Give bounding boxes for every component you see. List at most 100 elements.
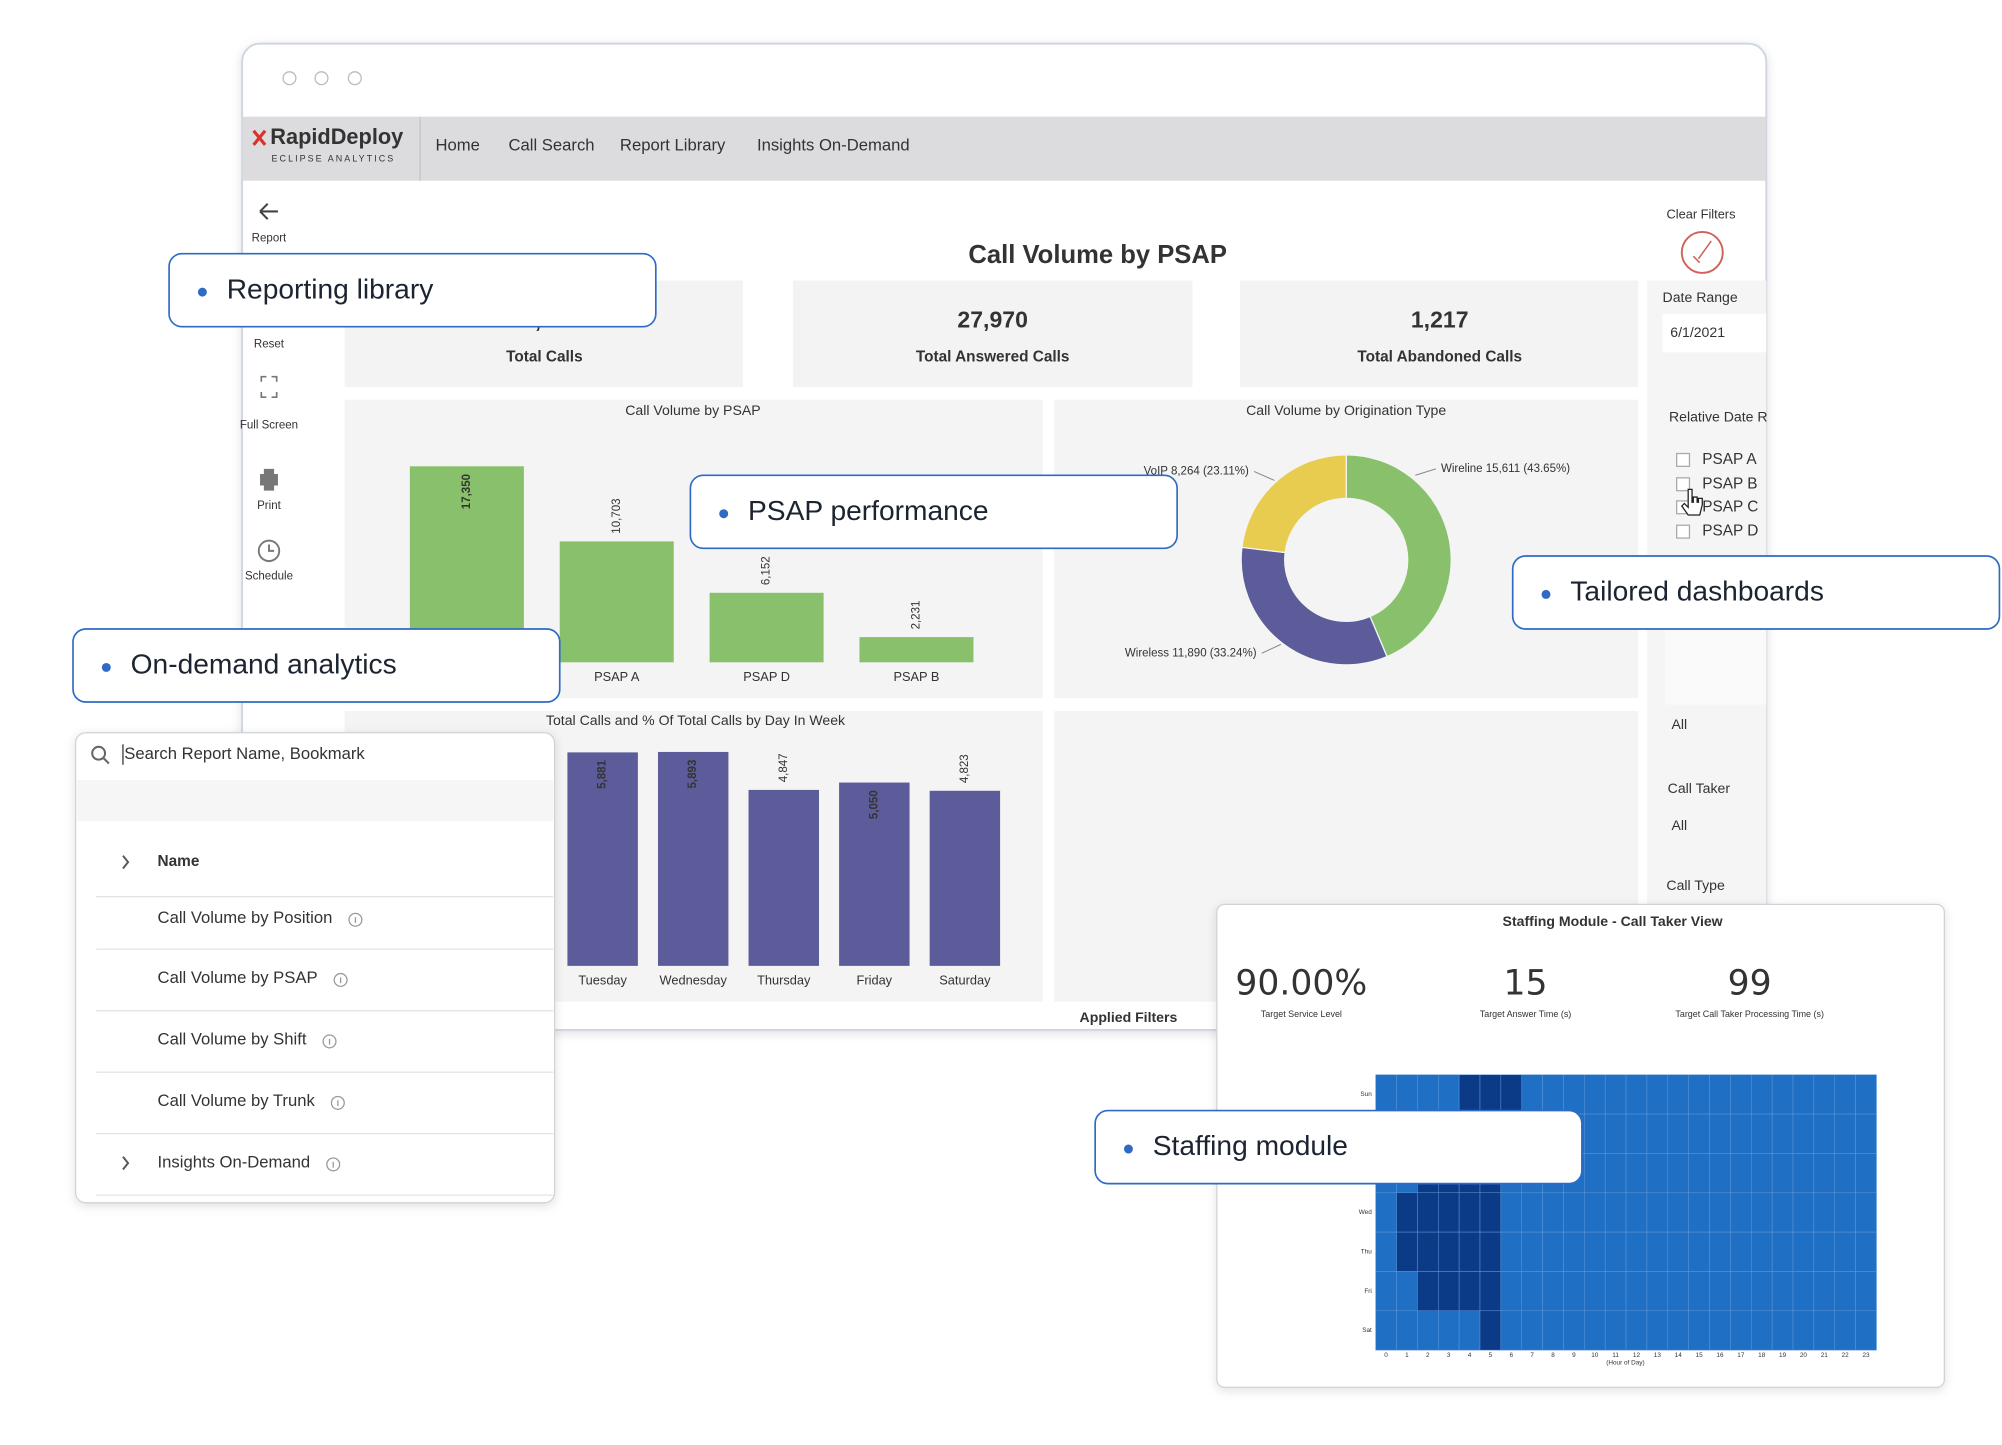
heat-cell <box>1479 1310 1502 1351</box>
chevron <box>122 1156 130 1171</box>
callout-bullet <box>1541 589 1551 599</box>
logo-mark <box>252 129 267 146</box>
x-tick-label: 17 <box>1737 1352 1745 1359</box>
bar <box>709 592 824 663</box>
info-icon <box>348 912 363 927</box>
x-tick-label: Thursday <box>757 973 811 988</box>
psap-option[interactable]: PSAP B <box>1702 475 1757 492</box>
heat-cell <box>1458 1271 1481 1312</box>
bar <box>929 790 1001 966</box>
heat-cell <box>1604 1113 1627 1154</box>
heat-cell <box>1604 1310 1627 1351</box>
slice-label: VoIP 8,264 (23.11%) <box>1144 465 1249 477</box>
psap-option[interactable]: PSAP C <box>1702 498 1758 515</box>
report-row[interactable]: Call Volume by Trunk <box>158 1091 316 1110</box>
info-icon <box>322 1034 337 1049</box>
report-row[interactable]: Call Volume by Shift <box>158 1030 307 1049</box>
kpi-label: Target Answer Time (s) <box>1480 1009 1572 1019</box>
nav-link[interactable]: Call Search <box>509 135 595 154</box>
nav-link[interactable]: Home <box>435 135 479 154</box>
heat-cell <box>1563 1310 1585 1351</box>
report-row[interactable]: Call Volume by Position <box>158 908 333 927</box>
column-header: Name <box>158 853 200 870</box>
heat-cell <box>1834 1074 1856 1115</box>
x-tick-label: 20 <box>1800 1352 1808 1359</box>
heat-cell <box>1584 1113 1606 1154</box>
heat-cell <box>1688 1074 1710 1115</box>
callout-bullet <box>197 287 207 297</box>
heat-cell <box>1542 1310 1564 1351</box>
callout-box <box>689 474 1178 550</box>
callout-box <box>1511 555 2001 630</box>
heat-cell <box>1417 1192 1439 1233</box>
heat-cell <box>1855 1192 1877 1233</box>
heat-cell <box>1479 1231 1502 1272</box>
cursor-hand <box>1680 488 1703 516</box>
heat-cell <box>1751 1310 1773 1351</box>
callout-bullet <box>101 662 111 672</box>
report-row[interactable]: Insights On-Demand <box>158 1153 311 1172</box>
heat-cell <box>1542 1192 1564 1233</box>
checkbox[interactable] <box>1676 524 1691 539</box>
heat-cell <box>1625 1310 1648 1351</box>
heat-cell <box>1646 1310 1669 1351</box>
nav-link[interactable]: Report Library <box>620 135 726 154</box>
heat-cell <box>1458 1231 1481 1272</box>
heat-cell <box>1751 1074 1773 1115</box>
heat-cell <box>1625 1271 1648 1312</box>
nav-link[interactable]: Insights On-Demand <box>757 135 910 154</box>
slice <box>1345 454 1452 658</box>
clear-filters[interactable]: Clear Filters <box>1667 207 1736 222</box>
filter-label: Call Taker <box>1668 780 1731 796</box>
value-label: 17,350 <box>461 474 473 509</box>
logo-sub: ECLIPSE ANALYTICS <box>272 153 396 163</box>
heat-cell <box>1458 1310 1481 1351</box>
heat-cell <box>1792 1074 1815 1115</box>
back-icon <box>259 203 278 220</box>
x-tick-label: 16 <box>1716 1352 1724 1359</box>
search-icon <box>91 745 107 761</box>
callout-box <box>72 628 561 703</box>
search-placeholder[interactable]: Search Report Name, Bookmark <box>124 744 365 763</box>
info-icon <box>330 1095 345 1110</box>
heat-cell <box>1813 1113 1835 1154</box>
heat-cell <box>1646 1192 1669 1233</box>
heat-cell <box>1396 1231 1418 1272</box>
psap-option[interactable]: PSAP A <box>1702 451 1757 468</box>
leader-line <box>1253 470 1275 481</box>
heat-cell <box>1792 1113 1815 1154</box>
x-tick-label: 4 <box>1468 1352 1472 1359</box>
x-tick-label: 10 <box>1591 1352 1599 1359</box>
heat-cell <box>1584 1231 1606 1272</box>
heat-cell <box>1813 1310 1835 1351</box>
heat-cell <box>1709 1192 1731 1233</box>
x-tick-label: 9 <box>1572 1352 1576 1359</box>
heat-cell <box>1792 1153 1815 1194</box>
sidebar-label: Report <box>252 232 287 244</box>
heat-cell <box>1584 1153 1606 1194</box>
heat-cell <box>1625 1113 1648 1154</box>
callout-bullet <box>1123 1144 1133 1154</box>
x-tick-label: 18 <box>1758 1352 1766 1359</box>
date-input[interactable] <box>1662 313 1767 353</box>
heat-cell <box>1500 1271 1522 1312</box>
heat-cell <box>1667 1310 1689 1351</box>
heat-cell <box>1521 1310 1543 1351</box>
heat-cell <box>1834 1231 1856 1272</box>
heat-cell <box>1709 1231 1731 1272</box>
filter-label: Date Range <box>1663 289 1738 305</box>
callout-label: Staffing module <box>1153 1129 1348 1161</box>
x-tick-label: 12 <box>1633 1352 1641 1359</box>
checkbox[interactable] <box>1676 477 1691 492</box>
y-tick-label: Sun <box>1360 1091 1372 1098</box>
report-row[interactable]: Call Volume by PSAP <box>158 968 318 987</box>
kpi-label: Total Answered Calls <box>916 349 1070 366</box>
heat-cell <box>1771 1192 1794 1233</box>
slice-label: Wireless 11,890 (33.24%) <box>1125 647 1257 659</box>
heat-cell <box>1563 1192 1585 1233</box>
heat-cell <box>1479 1074 1502 1115</box>
checkbox[interactable] <box>1676 452 1691 467</box>
psap-option[interactable]: PSAP D <box>1702 523 1758 540</box>
